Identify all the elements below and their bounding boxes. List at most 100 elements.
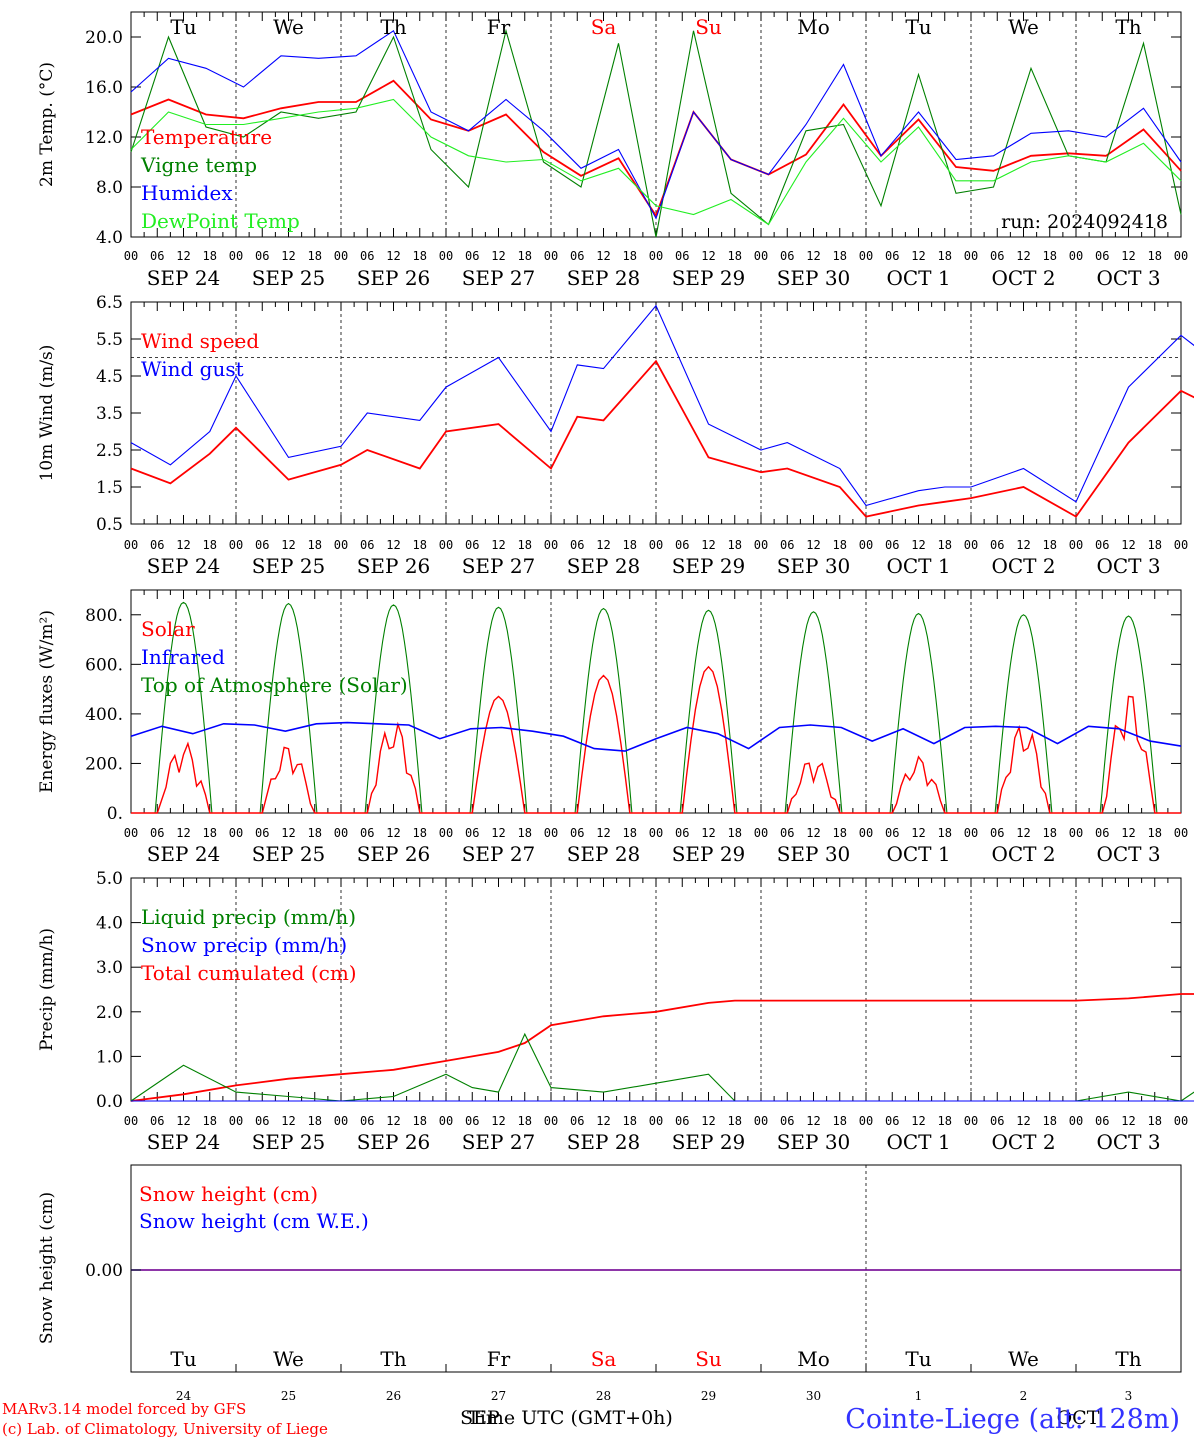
hour-tick-label: 18 <box>728 1114 742 1128</box>
hour-tick-label: 12 <box>281 249 295 263</box>
legend-entry: Wind gust <box>141 357 244 381</box>
hour-tick-label: 18 <box>1043 1114 1057 1128</box>
day-of-week-label: Th <box>380 15 406 39</box>
hour-tick-label: 12 <box>701 826 715 840</box>
hour-tick-label: 06 <box>570 249 584 263</box>
hour-tick-label: 00 <box>439 538 453 552</box>
hour-tick-label: 18 <box>728 249 742 263</box>
series-line-humidex <box>130 29 1182 220</box>
legend-entry: Temperature <box>141 125 272 149</box>
legend-entry: Snow height (cm) <box>139 1182 318 1206</box>
hour-tick-label: 00 <box>859 1114 873 1128</box>
hour-tick-label: 12 <box>1016 538 1030 552</box>
date-label: SEP 25 <box>252 554 326 578</box>
legend-entry: Total cumulated (cm) <box>141 961 357 985</box>
series-line-wind-speed <box>130 359 1194 518</box>
hour-tick-label: 00 <box>649 538 663 552</box>
y-tick-label: 20.0 <box>85 28 123 48</box>
legend-entry: Humidex <box>141 181 233 205</box>
y-tick-label: 5.0 <box>96 869 123 889</box>
day-of-week-label: Tu <box>905 15 931 39</box>
series-line-liquid-precip-mm-h- <box>130 1032 1194 1102</box>
day-of-week-label: We <box>1008 15 1039 39</box>
hour-tick-label: 12 <box>701 249 715 263</box>
hour-tick-label: 18 <box>413 1114 427 1128</box>
date-label: OCT 2 <box>991 266 1055 290</box>
date-label: SEP 27 <box>462 266 536 290</box>
hour-tick-label: 12 <box>911 249 925 263</box>
hour-tick-label: 00 <box>1069 538 1083 552</box>
y-tick-label: 1.0 <box>96 1047 123 1067</box>
day-of-week-label: Mo <box>797 1347 830 1371</box>
date-label: SEP 27 <box>462 842 536 866</box>
hour-tick-label: 06 <box>150 826 164 840</box>
date-label: SEP 29 <box>672 1130 746 1154</box>
day-of-week-label: Su <box>695 1347 722 1371</box>
hour-tick-label: 18 <box>623 1114 637 1128</box>
day-of-week-label: Fr <box>487 15 511 39</box>
legend-entry: Infrared <box>141 645 225 669</box>
y-tick-label: 3.0 <box>96 958 123 978</box>
hour-tick-label: 06 <box>1095 249 1109 263</box>
legend-entry: Snow height (cm W.E.) <box>139 1209 369 1233</box>
date-label: OCT 2 <box>991 842 1055 866</box>
y-tick-label: 600. <box>85 655 123 675</box>
hour-tick-label: 06 <box>990 249 1004 263</box>
hour-tick-label: 12 <box>491 826 505 840</box>
date-label: OCT 2 <box>991 554 1055 578</box>
hour-tick-label: 12 <box>596 538 610 552</box>
hour-tick-label: 00 <box>754 1114 768 1128</box>
series-line-total-cumulated-cm- <box>130 993 1194 1102</box>
day-of-week-label: Th <box>380 1347 406 1371</box>
hour-tick-label: 06 <box>780 249 794 263</box>
hour-tick-label: 12 <box>386 538 400 552</box>
hour-tick-label: 06 <box>990 538 1004 552</box>
series-line-dewpoint-temp <box>130 98 1182 226</box>
hour-tick-label: 18 <box>308 826 322 840</box>
hour-tick-label: 00 <box>964 249 978 263</box>
legend-entry: Vigne temp <box>140 153 257 177</box>
day-of-week-label: Tu <box>170 1347 196 1371</box>
station-label: Cointe-Liege (alt: 128m) <box>845 1404 1180 1435</box>
legend-entry: Snow precip (mm/h) <box>141 933 347 957</box>
hour-tick-label: 12 <box>176 538 190 552</box>
hour-tick-label: 06 <box>255 1114 269 1128</box>
y-tick-label: 4.0 <box>96 914 123 934</box>
date-label: SEP 25 <box>252 266 326 290</box>
hour-tick-label: 00 <box>334 538 348 552</box>
hour-tick-label: 00 <box>544 538 558 552</box>
hour-tick-label: 12 <box>806 826 820 840</box>
date-label: SEP 27 <box>462 1130 536 1154</box>
hour-tick-label: 06 <box>1095 538 1109 552</box>
hour-tick-label: 12 <box>176 249 190 263</box>
date-label: SEP 25 <box>252 842 326 866</box>
hour-tick-label: 00 <box>124 1114 138 1128</box>
hour-tick-label: 18 <box>1148 826 1162 840</box>
hour-tick-label: 06 <box>150 1114 164 1128</box>
hour-tick-label: 12 <box>1121 249 1135 263</box>
day-number-label: 28 <box>596 1389 611 1403</box>
day-of-week-label: Th <box>1115 1347 1141 1371</box>
hour-tick-label: 18 <box>728 538 742 552</box>
hour-tick-label: 00 <box>544 249 558 263</box>
hour-tick-label: 18 <box>203 538 217 552</box>
hour-tick-label: 18 <box>728 826 742 840</box>
hour-tick-label: 00 <box>754 249 768 263</box>
run-label: run: 2024092418 <box>1001 211 1168 233</box>
hour-tick-label: 00 <box>649 826 663 840</box>
hour-tick-label: 06 <box>150 538 164 552</box>
date-label: OCT 3 <box>1096 1130 1160 1154</box>
hour-tick-label: 00 <box>124 249 138 263</box>
y-tick-label: 8.0 <box>96 178 123 198</box>
hour-tick-label: 18 <box>518 826 532 840</box>
y-tick-label: 0. <box>107 804 123 824</box>
hour-tick-label: 06 <box>885 538 899 552</box>
day-number-label: 1 <box>915 1389 923 1403</box>
date-label: SEP 30 <box>777 554 851 578</box>
hour-tick-label: 12 <box>1016 1114 1030 1128</box>
hour-tick-label: 12 <box>176 826 190 840</box>
hour-tick-label: 00 <box>649 249 663 263</box>
date-label: SEP 24 <box>147 554 221 578</box>
hour-tick-label: 00 <box>229 538 243 552</box>
